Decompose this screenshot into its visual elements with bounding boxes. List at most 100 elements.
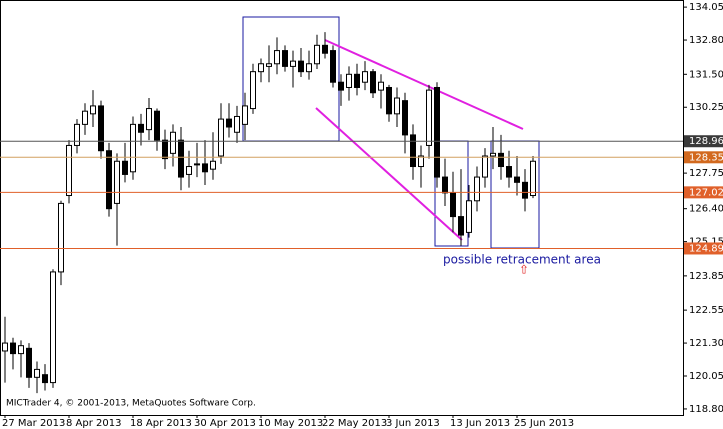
candle-body xyxy=(474,176,480,202)
candle-body xyxy=(394,97,400,115)
candle-body xyxy=(138,123,144,133)
candle-body xyxy=(258,63,264,73)
candle-body xyxy=(442,176,448,194)
y-tick-label: 134.05 xyxy=(689,2,723,13)
candle-body xyxy=(346,73,352,88)
candle-body xyxy=(362,71,368,83)
trend-line xyxy=(324,39,524,130)
x-tick-label: 22 May 2013 xyxy=(322,418,387,429)
candle-body xyxy=(274,50,280,65)
arrow-marker: ⇧ xyxy=(519,263,529,277)
candle-body xyxy=(218,118,224,157)
candle-body xyxy=(434,86,440,178)
candle-body xyxy=(42,374,48,384)
candle-body xyxy=(330,50,336,83)
candle-body xyxy=(522,181,528,199)
candle-body xyxy=(178,139,184,178)
candle-body xyxy=(458,216,464,236)
candle-body xyxy=(266,63,272,67)
candle-body xyxy=(498,152,504,168)
candle-body xyxy=(106,150,112,210)
x-tick-label: 30 Apr 2013 xyxy=(194,418,256,429)
candle-body xyxy=(298,60,304,73)
x-tick-label: 8 Apr 2013 xyxy=(66,418,121,429)
candle-body xyxy=(482,155,488,178)
candle-body xyxy=(530,160,536,197)
y-tick-label: 127.75 xyxy=(689,168,723,179)
candle-body xyxy=(242,105,248,125)
candle-body xyxy=(162,139,168,160)
candle-body xyxy=(170,131,176,154)
candle-body xyxy=(210,160,216,170)
candle-body xyxy=(90,105,96,115)
candle-body xyxy=(338,81,344,91)
candle-body xyxy=(18,345,24,355)
level-label: 124.89 xyxy=(689,243,723,254)
candle-body xyxy=(50,271,56,384)
candle-body xyxy=(66,144,72,197)
candle-body xyxy=(82,110,88,125)
candle-body xyxy=(74,123,80,146)
level-label: 128.35 xyxy=(689,152,723,163)
candle-body xyxy=(410,134,416,168)
y-tick-label: 120.05 xyxy=(689,371,723,382)
candle-body xyxy=(426,89,432,146)
candle-body xyxy=(26,347,32,378)
level-label-box xyxy=(684,151,723,164)
candle-body xyxy=(370,71,376,94)
level-label: 127.02 xyxy=(689,187,723,198)
candle-body xyxy=(450,192,456,218)
y-tick-label: 122.55 xyxy=(689,305,723,316)
x-tick-label: 18 Apr 2013 xyxy=(130,418,192,429)
trend-line xyxy=(315,107,463,241)
y-tick-label: 121.30 xyxy=(689,338,723,349)
candle-body xyxy=(322,44,328,54)
candle-body xyxy=(186,166,192,175)
candle-body xyxy=(506,166,512,178)
y-tick-label: 132.80 xyxy=(689,35,723,46)
y-tick-label: 130.25 xyxy=(689,102,723,113)
annotation: possible retracement area xyxy=(443,253,601,267)
plot-frame xyxy=(0,0,684,416)
candle-body xyxy=(514,176,520,183)
x-tick-label: 27 Mar 2013 xyxy=(2,418,65,429)
candle-body xyxy=(226,118,232,128)
candle-body xyxy=(10,342,16,355)
candle-body xyxy=(98,105,104,152)
y-tick-label: 123.85 xyxy=(689,271,723,282)
candle-body xyxy=(114,160,120,204)
candle-body xyxy=(130,123,136,173)
y-tick-label: 126.40 xyxy=(689,204,723,215)
candle-body xyxy=(354,73,360,88)
candle-body xyxy=(122,160,128,175)
candle-body xyxy=(282,50,288,67)
candle-body xyxy=(314,44,320,65)
candle-body xyxy=(490,152,496,157)
candle-body xyxy=(34,368,40,378)
x-tick-label: 25 Jun 2013 xyxy=(514,418,574,429)
candle-body xyxy=(58,202,64,273)
candle-body xyxy=(402,100,408,136)
candle-body xyxy=(290,60,296,67)
level-label-box xyxy=(684,135,723,148)
candle-body xyxy=(418,155,424,168)
candle-body xyxy=(146,108,152,131)
x-tick-label: 10 May 2013 xyxy=(258,418,323,429)
watermark: MICTrader 4, © 2001-2013, MetaQuotes Sof… xyxy=(6,399,256,409)
y-tick-label: 131.50 xyxy=(689,69,723,80)
candle-body xyxy=(2,342,8,352)
level-label-box xyxy=(684,242,723,255)
candle-body xyxy=(306,63,312,73)
candle-body xyxy=(386,86,392,115)
candle-body xyxy=(378,81,384,91)
candle-body xyxy=(202,163,208,173)
x-tick-label: 13 Jun 2013 xyxy=(450,418,510,429)
y-tick-label: 118.80 xyxy=(689,404,723,415)
candle-body xyxy=(194,163,200,166)
candle-body xyxy=(466,200,472,233)
level-label: 128.96 xyxy=(689,136,723,147)
x-tick-label: 3 Jun 2013 xyxy=(386,418,440,429)
candle-body xyxy=(154,110,160,141)
level-label-box xyxy=(684,186,723,199)
